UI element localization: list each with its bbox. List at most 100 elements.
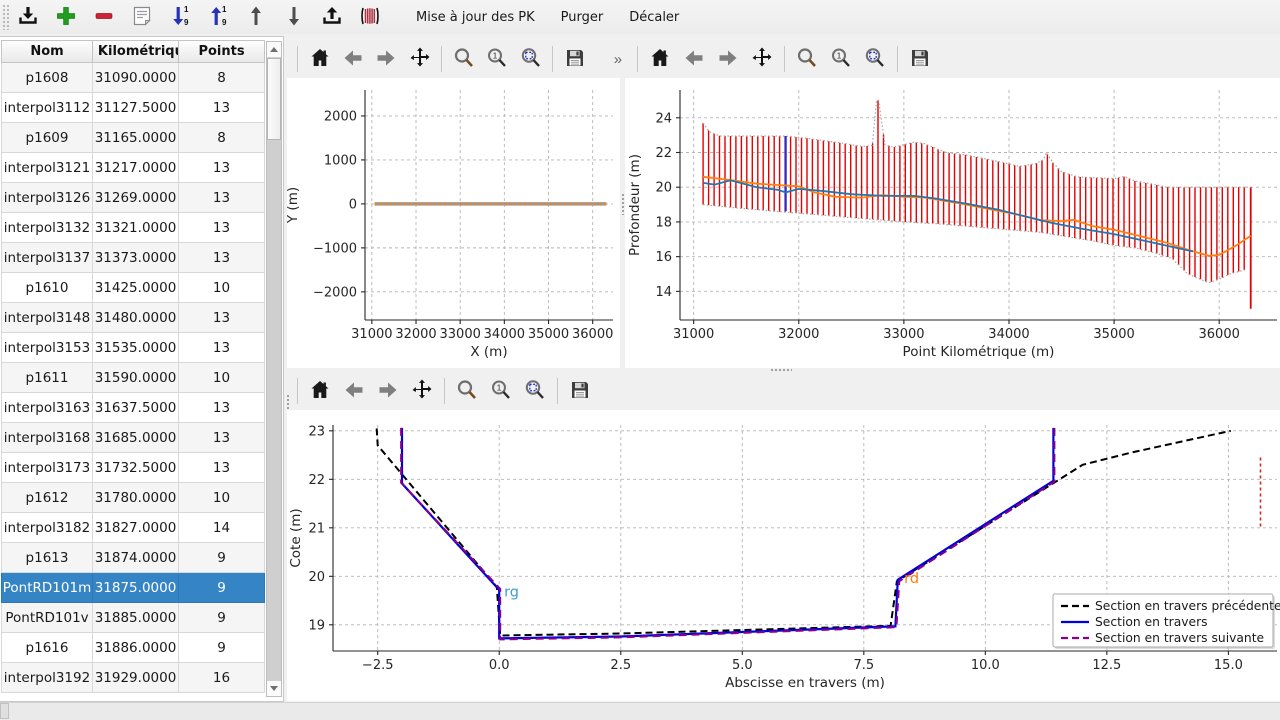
zoom-button[interactable]	[792, 43, 822, 75]
zoom-one-button[interactable]: 1	[486, 375, 516, 407]
zoom-one-button[interactable]: 1	[483, 43, 512, 75]
table-row[interactable]: p1612 31780.0000 10	[1, 483, 265, 513]
svg-text:20: 20	[655, 181, 672, 196]
back-button[interactable]	[339, 375, 369, 407]
table-row[interactable]: interpol3132 31321.0000 13	[1, 213, 265, 243]
zoom-fit-button[interactable]	[516, 43, 545, 75]
svg-text:22: 22	[308, 473, 325, 488]
svg-text:1000: 1000	[324, 153, 357, 168]
cross-section-canvas[interactable]: −2.5 0.0 2.5 5.0 7.5 10.0 12.5 15.0 19 20 21 22 23 Ab…	[287, 410, 1280, 701]
table-row[interactable]: PontRD101v 31885.0000 9	[1, 603, 265, 633]
table-row[interactable]: interpol3148 31480.0000 13	[1, 303, 265, 333]
pan-button[interactable]	[407, 375, 437, 407]
cell-pk: 31732.5000	[93, 453, 179, 483]
save-button[interactable]	[565, 375, 595, 407]
home-icon	[648, 46, 672, 73]
zoom-one-button[interactable]: 1	[826, 43, 856, 75]
home-button[interactable]	[305, 375, 335, 407]
cell-points: 8	[179, 63, 265, 93]
cell-points: 8	[179, 123, 265, 153]
maj-pk-button[interactable]: Mise à jour des PK	[406, 4, 545, 31]
toolbar-overflow-button[interactable]: »	[613, 50, 623, 68]
scroll-down-button[interactable]	[267, 681, 281, 696]
svg-text:1: 1	[497, 382, 502, 392]
back-button[interactable]	[679, 43, 709, 75]
move-up-button[interactable]	[241, 2, 271, 32]
table-row[interactable]: interpol3153 31535.0000 13	[1, 333, 265, 363]
import-button[interactable]	[13, 2, 43, 32]
zoom-fit-button[interactable]	[860, 43, 890, 75]
longitudinal-profile-figure[interactable]: 31000 32000 33000 34000 35000 36000 14 16 18 20 22…	[625, 78, 1280, 368]
forward-button[interactable]	[372, 43, 401, 75]
forward-button[interactable]	[373, 375, 403, 407]
vertical-splitter[interactable]	[285, 36, 290, 702]
zoom-fit-button[interactable]	[520, 375, 550, 407]
cross-sections-button[interactable]	[355, 2, 385, 32]
svg-text:36000: 36000	[1199, 327, 1240, 342]
horizontal-splitter[interactable]	[290, 368, 1280, 372]
save-button[interactable]	[905, 43, 935, 75]
pan-button[interactable]	[405, 43, 434, 75]
table-row[interactable]: interpol3182 31827.0000 14	[1, 513, 265, 543]
table-row[interactable]: interpol3163 31637.5000 13	[1, 393, 265, 423]
plots-splitter[interactable]	[620, 78, 625, 368]
longitudinal-profile-canvas[interactable]: 31000 32000 33000 34000 35000 36000 14 16 18 20 22…	[625, 78, 1280, 368]
cell-nom: p1613	[1, 543, 93, 573]
add-button[interactable]	[51, 2, 81, 32]
cell-nom: PontRD101v	[1, 603, 93, 633]
home-icon	[308, 46, 332, 73]
cross-section-figure[interactable]: −2.5 0.0 2.5 5.0 7.5 10.0 12.5 15.0 19 20 21 22 23 Ab…	[287, 410, 1280, 701]
table-row[interactable]: PontRD101m 31875.0000 9	[1, 573, 265, 603]
home-button[interactable]	[305, 43, 334, 75]
zoom-button[interactable]	[452, 375, 482, 407]
table-row[interactable]: interpol3192 31929.0000 16	[1, 663, 265, 693]
scroll-up-button[interactable]	[267, 42, 281, 57]
table-row[interactable]: interpol3121 31217.0000 13	[1, 153, 265, 183]
table-row[interactable]: p1609 31165.0000 8	[1, 123, 265, 153]
table-row[interactable]: p1610 31425.0000 10	[1, 273, 265, 303]
table-row[interactable]: p1608 31090.0000 8	[1, 63, 265, 93]
cell-pk: 31637.5000	[93, 393, 179, 423]
cell-pk: 31217.0000	[93, 153, 179, 183]
zoom-button[interactable]	[449, 43, 478, 75]
cell-pk: 31165.0000	[93, 123, 179, 153]
table-row[interactable]: p1611 31590.0000 10	[1, 363, 265, 393]
plan-view-figure[interactable]: 31000 32000 33000 34000 35000 36000 −2000 −1000…	[285, 78, 620, 368]
forward-button[interactable]	[713, 43, 743, 75]
back-button[interactable]	[338, 43, 367, 75]
column-header-pk[interactable]: t Kilométriqu	[93, 40, 179, 63]
export-button[interactable]	[317, 2, 347, 32]
decaler-button[interactable]: Décaler	[619, 4, 689, 31]
move-down-button[interactable]	[279, 2, 309, 32]
table-row[interactable]: p1613 31874.0000 9	[1, 543, 265, 573]
table-row[interactable]: interpol3168 31685.0000 13	[1, 423, 265, 453]
notes-button[interactable]	[127, 2, 157, 32]
column-header-nom[interactable]: Nom	[1, 40, 93, 63]
zoom-icon	[795, 46, 819, 73]
svg-text:32000: 32000	[778, 327, 819, 342]
plan-view-canvas[interactable]: 31000 32000 33000 34000 35000 36000 −2000 −1000…	[285, 78, 620, 368]
toolbar-drag-handle[interactable]	[2, 4, 9, 30]
home-icon	[308, 378, 332, 405]
table-row[interactable]: interpol3112 31127.5000 13	[1, 93, 265, 123]
svg-text:2.5: 2.5	[610, 658, 631, 673]
pan-button[interactable]	[747, 43, 777, 75]
forward-icon	[716, 46, 740, 73]
remove-button[interactable]	[89, 2, 119, 32]
purger-button[interactable]: Purger	[551, 4, 614, 31]
cell-nom: interpol3192	[1, 663, 93, 693]
column-header-points[interactable]: Points	[179, 40, 265, 63]
table-row[interactable]: interpol3137 31373.0000 13	[1, 243, 265, 273]
table-row[interactable]: interpol3126 31269.0000 13	[1, 183, 265, 213]
move-up-icon	[244, 4, 268, 31]
scrollbar-thumb[interactable]	[267, 58, 281, 140]
table-row[interactable]: p1616 31886.0000 9	[1, 633, 265, 663]
save-button[interactable]	[560, 43, 589, 75]
home-button[interactable]	[645, 43, 675, 75]
table-row[interactable]: interpol3173 31732.5000 13	[1, 453, 265, 483]
